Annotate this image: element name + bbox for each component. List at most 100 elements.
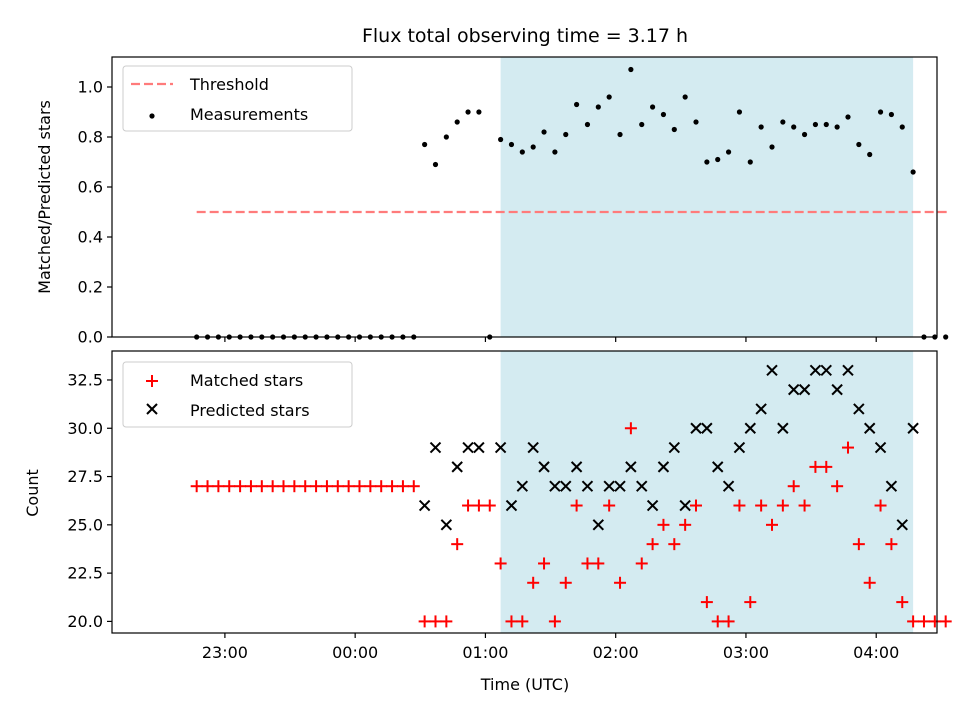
matched-star-point <box>538 557 551 570</box>
measurement-point <box>660 111 667 118</box>
measurement-point <box>823 121 829 128</box>
legend-predicted-swatch <box>146 403 158 415</box>
predicted-star-point <box>440 519 453 531</box>
matched-star-point <box>277 480 290 493</box>
measurement-point <box>476 109 482 115</box>
bottom-x-axis-ticks: 23:00 00:00 01:00 02:00 03:00 04:00 <box>202 633 899 662</box>
matched-star-point <box>234 480 247 493</box>
matched-star-point <box>592 557 605 570</box>
measurement-point <box>432 161 439 168</box>
matched-star-point <box>624 422 637 435</box>
matched-star-point <box>559 576 572 589</box>
matched-star-point <box>885 538 898 551</box>
count-panel: 20.0 22.5 25.0 27.5 30.0 32.5 23:00 00:00 01:00… <box>23 350 952 694</box>
predicted-star-point <box>701 422 713 434</box>
matched-star-point <box>690 499 703 512</box>
x-tick-label: 00:00 <box>332 643 378 662</box>
predicted-star-point <box>788 383 800 396</box>
predicted-star-point <box>646 499 659 512</box>
matched-star-point <box>212 480 225 493</box>
predicted-star-point <box>462 441 474 454</box>
matched-star-point <box>299 480 312 493</box>
matched-star-point <box>364 480 377 493</box>
matched-star-point <box>917 615 930 628</box>
matched-star-point <box>614 576 627 589</box>
predicted-star-point <box>744 422 756 434</box>
x-tick-label: 03:00 <box>723 643 769 662</box>
predicted-star-point <box>505 499 518 512</box>
predicted-star-point <box>798 383 811 396</box>
predicted-star-point <box>722 480 735 492</box>
matched-star-point <box>201 480 214 493</box>
bottom-legend: Matched stars Predicted stars <box>122 361 353 428</box>
matched-star-point <box>896 596 909 609</box>
matched-star-point <box>787 480 800 493</box>
y-tick-label: 20.0 <box>67 612 103 631</box>
measurement-point <box>574 101 580 108</box>
y-tick-label: 0.6 <box>78 178 103 197</box>
predicted-star-point <box>896 519 908 531</box>
predicted-star-point <box>516 480 529 492</box>
predicted-star-point <box>494 441 507 454</box>
y-tick-label: 22.5 <box>67 564 103 583</box>
measurement-point <box>845 114 851 120</box>
y-tick-label: 32.5 <box>67 370 103 389</box>
y-tick-label: 1.0 <box>78 78 103 97</box>
matched-star-point <box>841 441 854 454</box>
predicted-star-point <box>581 480 594 492</box>
matched-star-point <box>657 518 670 531</box>
measurement-point <box>584 121 591 128</box>
measurement-point <box>639 121 645 128</box>
matched-star-point <box>375 480 388 493</box>
measurement-point <box>834 124 840 130</box>
legend-measurements-swatch <box>149 113 155 119</box>
matched-star-point <box>798 499 811 512</box>
matched-star-point <box>331 480 344 493</box>
predicted-star-point <box>592 519 605 531</box>
matched-star-point <box>928 615 941 628</box>
matched-star-point <box>483 499 496 512</box>
matched-star-point <box>407 480 420 493</box>
predicted-star-point <box>560 480 572 492</box>
bottom-y-axis-label: Count <box>23 469 42 517</box>
x-tick-label: 02:00 <box>593 643 639 662</box>
matched-star-point <box>939 615 952 628</box>
matched-star-point <box>570 499 583 512</box>
matched-star-point <box>852 538 865 551</box>
legend-matched-label: Matched stars <box>190 371 303 390</box>
matched-star-point <box>516 615 529 628</box>
top-plot-frame <box>111 56 938 338</box>
matched-star-point <box>527 576 540 589</box>
measurement-point <box>519 149 525 155</box>
top-legend: Threshold Measurements <box>122 65 353 132</box>
predicted-star-point <box>853 403 865 415</box>
matched-star-point <box>353 480 366 493</box>
bottom-legend-box <box>122 361 353 428</box>
measurement-point <box>758 124 764 130</box>
measurement-point <box>943 334 949 340</box>
matched-star-point <box>733 499 746 512</box>
predicted-star-point <box>842 364 854 377</box>
matched-star-point <box>396 480 409 493</box>
predicted-star-point <box>429 441 442 454</box>
matched-star-point <box>874 499 887 512</box>
matched-star-point <box>505 615 518 628</box>
measurement-points <box>194 66 949 340</box>
measurement-point <box>617 131 623 138</box>
predicted-star-point <box>690 422 702 434</box>
count-points <box>190 364 952 628</box>
predicted-star-point <box>874 441 887 454</box>
measurement-point <box>910 169 916 175</box>
ratio-panel: 0.0 0.2 0.4 0.6 0.8 1.0 Flux total observing … <box>35 25 949 347</box>
predicted-star-point <box>679 499 691 512</box>
top-y-axis-ticks: 0.0 0.2 0.4 0.6 0.8 1.0 <box>78 78 112 347</box>
top-legend-box <box>122 65 353 132</box>
measurement-point <box>682 94 688 100</box>
matched-star-point <box>255 480 268 493</box>
x-axis-label: Time (UTC) <box>480 675 569 694</box>
matched-star-point <box>320 480 333 493</box>
matched-star-point <box>472 499 485 512</box>
matched-star-point <box>494 557 507 570</box>
matched-star-point <box>440 615 453 628</box>
top-x-axis-ticks <box>224 337 877 342</box>
